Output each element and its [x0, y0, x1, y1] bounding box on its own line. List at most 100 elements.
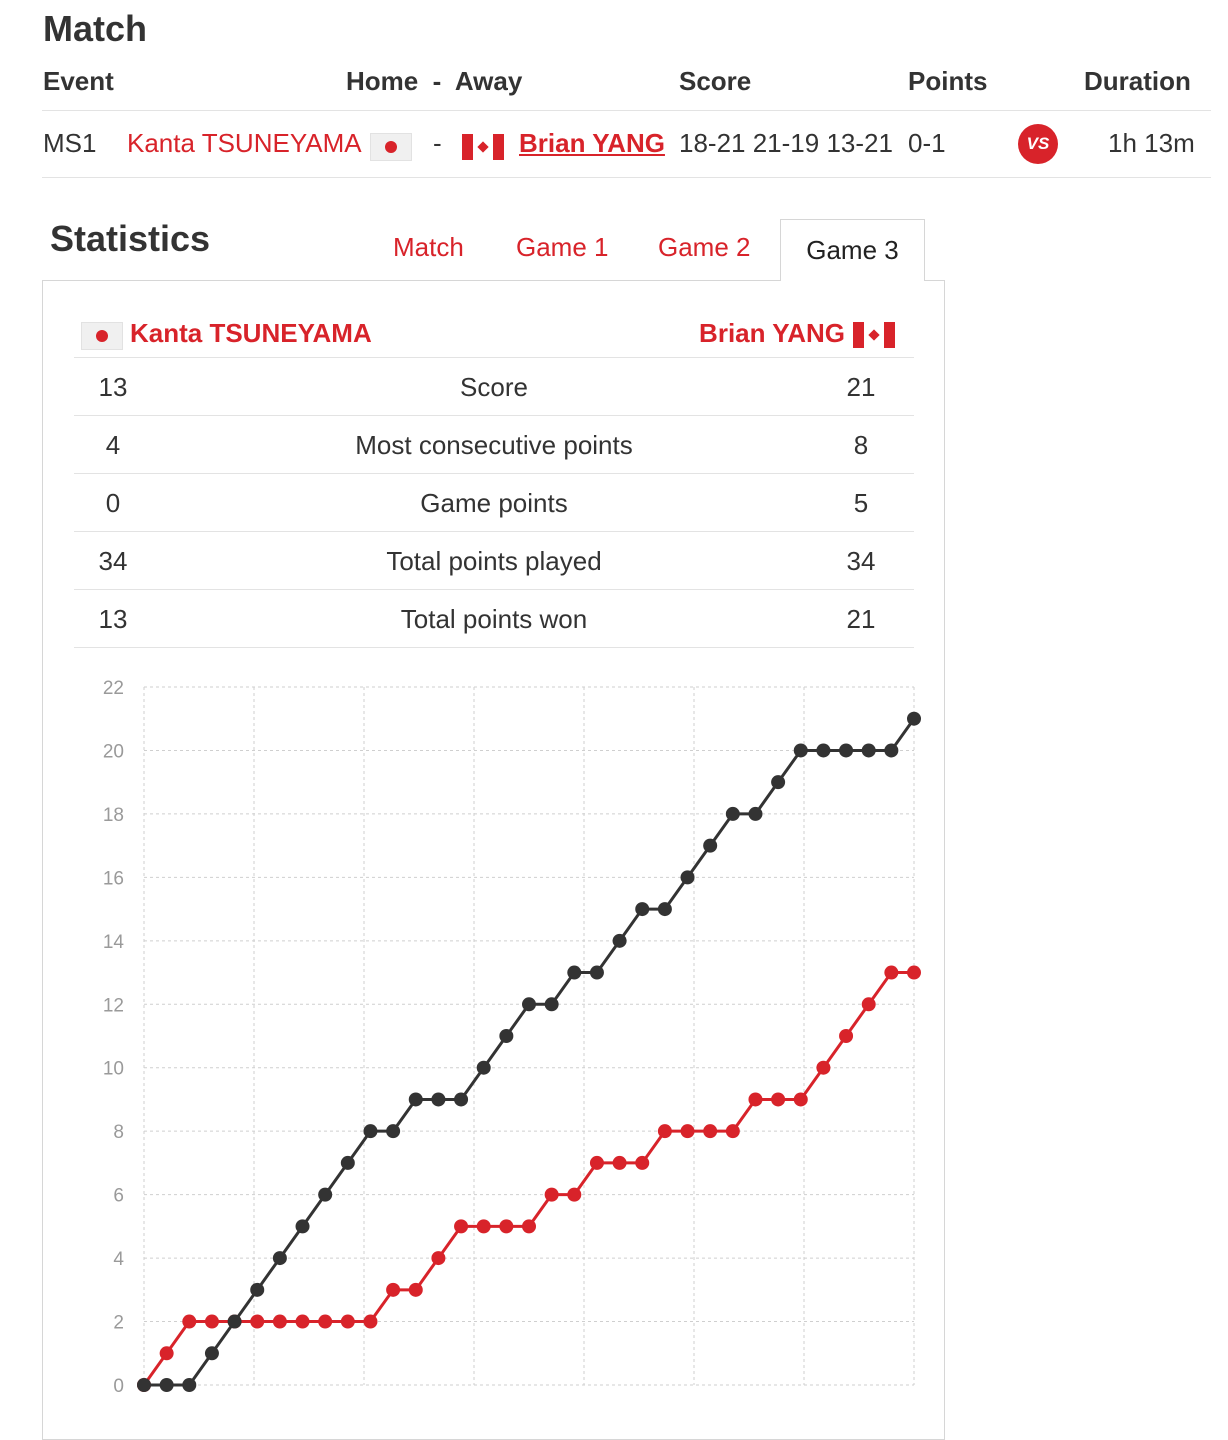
series-point-1 — [137, 1378, 151, 1392]
points-header: Points — [908, 66, 988, 96]
series-point-1 — [386, 1124, 401, 1139]
away-value: 21 — [846, 604, 876, 634]
series-point-0 — [476, 1219, 491, 1234]
tab-game-2[interactable]: Game 2 — [658, 232, 751, 262]
series-point-1 — [907, 711, 921, 726]
event-header: Event — [43, 66, 114, 96]
series-point-1 — [476, 1060, 491, 1075]
series-point-0 — [250, 1314, 265, 1329]
away-value: 5 — [853, 488, 869, 518]
series-point-1 — [227, 1314, 242, 1329]
series-point-0 — [454, 1219, 469, 1234]
series-point-0 — [907, 965, 921, 980]
series-point-1 — [182, 1378, 197, 1392]
series-point-1 — [454, 1092, 469, 1107]
series-point-1 — [318, 1187, 333, 1202]
stats-bottom-divider — [74, 647, 914, 648]
tab-match[interactable]: Match — [393, 232, 464, 262]
y-tick-label: 6 — [113, 1186, 124, 1207]
vs-icon[interactable]: VS — [1018, 124, 1058, 164]
series-point-1 — [544, 997, 559, 1012]
series-point-1 — [522, 997, 536, 1012]
series-point-1 — [272, 1251, 287, 1266]
series-point-0 — [272, 1314, 287, 1329]
y-tick-label: 8 — [113, 1122, 124, 1143]
series-point-1 — [884, 743, 899, 758]
canada-flag-icon — [462, 134, 504, 160]
series-point-0 — [680, 1124, 695, 1139]
series-point-0 — [544, 1187, 559, 1202]
series-point-1 — [725, 806, 740, 821]
score-header: Score — [679, 66, 752, 96]
y-tick-label: 18 — [103, 805, 124, 826]
match-duration: 1h 13m — [1108, 128, 1195, 158]
series-point-0 — [386, 1282, 401, 1297]
y-tick-label: 16 — [103, 868, 124, 889]
y-tick-label: 10 — [103, 1059, 124, 1080]
stat-row-game-points: 0 Game points 5 — [74, 473, 914, 531]
tab-game-3[interactable]: Game 3 — [780, 219, 925, 281]
series-point-1 — [612, 933, 627, 948]
series-point-1 — [499, 1029, 514, 1043]
match-points: 0-1 — [908, 128, 946, 158]
series-point-0 — [725, 1124, 740, 1139]
match-section-title: Match — [43, 8, 148, 49]
home-player-link[interactable]: Kanta TSUNEYAMA — [127, 128, 362, 158]
series-point-0 — [567, 1187, 582, 1202]
series-point-1 — [793, 743, 808, 758]
statistics-title: Statistics — [50, 218, 211, 259]
y-tick-label: 2 — [113, 1313, 124, 1334]
home-value: 13 — [98, 604, 128, 634]
japan-flag-icon — [81, 322, 123, 350]
stat-label: Game points — [420, 488, 568, 518]
series-point-0 — [589, 1155, 604, 1170]
stat-row-points-played: 34 Total points played 34 — [74, 531, 914, 589]
series-point-0 — [884, 965, 899, 980]
series-point-0 — [816, 1060, 831, 1075]
canada-flag-icon — [853, 322, 895, 348]
home-value: 0 — [105, 488, 121, 518]
away-value: 21 — [846, 372, 876, 402]
series-point-0 — [431, 1251, 446, 1266]
stat-row-points-won: 13 Total points won 21 — [74, 589, 914, 647]
y-tick-label: 22 — [103, 678, 124, 699]
series-point-0 — [839, 1029, 854, 1043]
japan-flag-icon — [370, 133, 412, 161]
series-point-1 — [680, 870, 695, 885]
stat-label: Total points won — [400, 604, 588, 634]
series-point-0 — [408, 1282, 423, 1297]
series-point-0 — [499, 1219, 514, 1234]
home-away-header: Home - Away — [346, 66, 523, 96]
series-point-1 — [250, 1282, 265, 1297]
series-point-0 — [635, 1155, 650, 1170]
tab-game-1[interactable]: Game 1 — [516, 232, 609, 262]
row-divider — [42, 177, 1211, 178]
series-point-1 — [295, 1219, 310, 1234]
stat-row-score: 13 Score 21 — [74, 357, 914, 415]
series-point-1 — [839, 743, 854, 758]
stat-row-consecutive: 4 Most consecutive points 8 — [74, 415, 914, 473]
home-value: 4 — [105, 430, 121, 460]
event-code: MS1 — [43, 128, 97, 158]
series-point-1 — [816, 743, 831, 758]
stats-home-player: Kanta TSUNEYAMA — [130, 318, 372, 348]
series-point-0 — [204, 1314, 219, 1329]
series-point-0 — [793, 1092, 808, 1107]
series-point-1 — [408, 1092, 423, 1107]
away-value: 34 — [846, 546, 876, 576]
match-score: 18-21 21-19 13-21 — [679, 128, 893, 158]
series-point-0 — [182, 1314, 197, 1329]
y-tick-label: 14 — [103, 932, 125, 953]
series-point-1 — [657, 902, 672, 917]
y-tick-label: 12 — [103, 995, 124, 1016]
series-point-0 — [748, 1092, 763, 1107]
away-value: 8 — [853, 430, 869, 460]
away-player-link[interactable]: Brian YANG — [519, 128, 665, 158]
series-point-1 — [748, 806, 763, 821]
y-tick-label: 4 — [113, 1249, 124, 1270]
series-point-0 — [340, 1314, 355, 1329]
series-point-0 — [295, 1314, 310, 1329]
series-point-0 — [657, 1124, 672, 1139]
home-away-separator: - — [433, 128, 442, 158]
stat-label: Score — [460, 372, 528, 402]
